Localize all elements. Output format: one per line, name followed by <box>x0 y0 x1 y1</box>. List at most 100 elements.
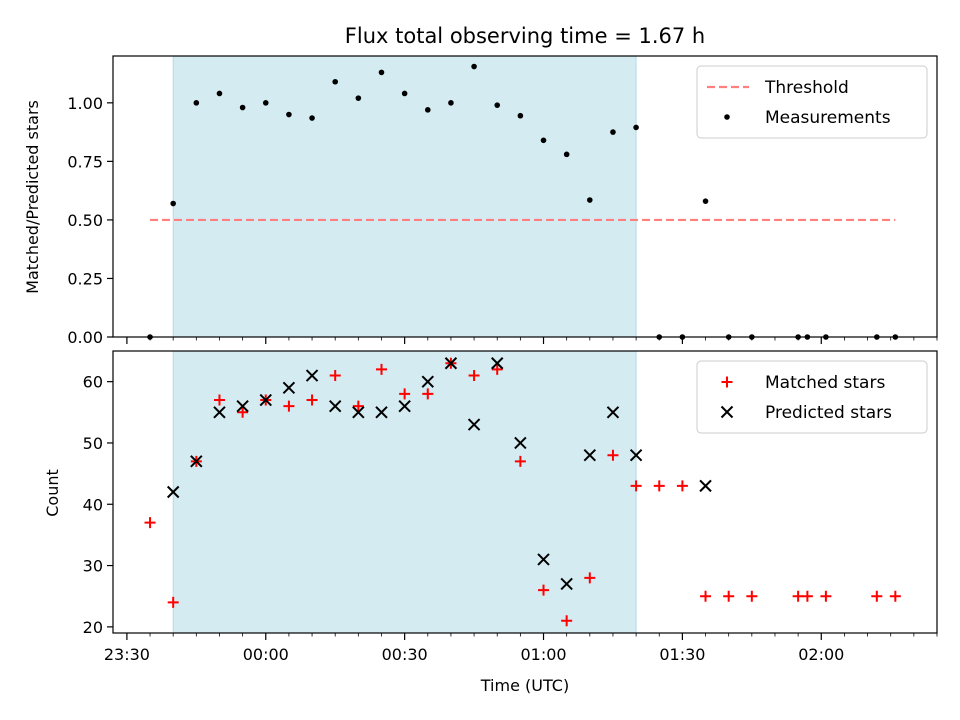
x-tick-label: 23:30 <box>104 645 150 664</box>
top-legend <box>696 65 928 139</box>
matched-star-point <box>352 400 364 412</box>
matched-star-point <box>237 406 249 418</box>
measurement-point <box>401 90 408 97</box>
predicted-star-point <box>606 406 620 419</box>
measurement-point <box>448 100 454 106</box>
matched-star-point <box>630 480 642 492</box>
x-tick-label: 01:30 <box>659 645 705 664</box>
matched-star-point <box>889 590 901 602</box>
bottom-legend <box>696 360 928 434</box>
matched-star-point <box>144 517 156 529</box>
predicted-star-point <box>259 393 272 407</box>
matched-star-point <box>820 590 832 602</box>
predicted-star-point <box>444 357 458 370</box>
matched-star-point <box>422 388 434 400</box>
matched-star-point <box>561 615 573 627</box>
measurement-point <box>471 63 477 70</box>
measurement-point <box>239 104 246 111</box>
predicted-star-point <box>236 399 249 413</box>
top-y-tick-label: 0.00 <box>67 328 103 347</box>
predicted-star-point <box>699 479 712 493</box>
predicted-star-point <box>190 455 203 468</box>
matched-star-point <box>607 449 619 461</box>
measurement-point <box>355 95 362 101</box>
legend-label: Threshold <box>764 78 849 98</box>
matched-star-point <box>283 400 295 412</box>
matched-star-point <box>871 590 883 602</box>
x-tick-label: 00:30 <box>382 645 428 664</box>
predicted-star-point <box>537 553 550 566</box>
matched-star-point <box>801 590 813 602</box>
predicted-star-point <box>629 449 643 462</box>
measurement-point <box>170 200 176 207</box>
predicted-star-point <box>421 375 434 388</box>
predicted-star-point <box>583 449 597 462</box>
top-y-axis-label: Matched/Predicted stars <box>23 100 42 294</box>
top-y-tick-label: 0.25 <box>67 269 103 288</box>
measurement-point <box>378 69 385 76</box>
legend-predicted-swatch <box>720 405 734 419</box>
matched-star-point <box>491 363 503 375</box>
measurement-point <box>216 90 223 97</box>
bottom-y-tick-label: 30 <box>83 557 103 576</box>
top-axes-frame <box>112 55 938 338</box>
top-observing-window <box>172 55 637 338</box>
matched-star-point <box>213 394 225 406</box>
predicted-star-point <box>467 418 481 431</box>
x-tick-label: 01:00 <box>520 645 566 664</box>
top-y-tick-label: 0.75 <box>67 152 103 171</box>
predicted-star-point <box>560 577 573 591</box>
bottom-y-tick-label: 60 <box>83 373 103 392</box>
measurement-point <box>563 151 570 158</box>
legend-label: Matched stars <box>765 373 885 393</box>
legend-label: Measurements <box>765 108 891 128</box>
matched-star-point <box>468 370 480 382</box>
x-tick-label: 02:00 <box>798 645 844 664</box>
predicted-star-point <box>328 399 342 413</box>
matched-star-point <box>167 596 179 608</box>
measurement-point <box>540 137 547 144</box>
measurement-point <box>309 115 315 121</box>
bottom-panel: 20 30 40 50 60 23:30 00:00 00:30 01:00 01:30 02:00… <box>83 350 938 664</box>
matched-star-point <box>723 590 735 602</box>
predicted-star-point <box>352 406 365 419</box>
predicted-star-point <box>514 436 527 450</box>
bottom-y-tick-label: 20 <box>83 618 103 637</box>
matched-star-point <box>584 572 596 584</box>
x-axis-label: Time (UTC) <box>480 676 569 695</box>
matched-star-point <box>375 363 387 375</box>
matched-star-point <box>329 370 341 382</box>
measurement-point <box>587 197 593 203</box>
measurement-point <box>286 111 292 118</box>
measurement-point <box>193 100 200 106</box>
measurement-point <box>262 100 269 106</box>
matched-star-point <box>792 590 804 602</box>
predicted-star-point <box>282 381 296 394</box>
matched-star-point <box>399 388 411 400</box>
measurement-point <box>633 124 639 131</box>
measurement-point <box>702 198 709 204</box>
legend-label: Predicted stars <box>765 403 892 423</box>
predicted-star-point <box>375 406 388 419</box>
matched-star-point <box>746 590 758 602</box>
predicted-star-point <box>491 357 504 370</box>
measurement-point <box>610 129 616 135</box>
x-tick-label: 00:00 <box>243 645 289 664</box>
measurement-point <box>517 112 524 119</box>
bottom-y-axis-label: Count <box>43 469 62 517</box>
measurement-point <box>424 107 431 113</box>
chart-title: Flux total observing time = 1.67 h <box>345 24 705 48</box>
legend-matched-swatch <box>721 376 733 388</box>
matched-star-point <box>514 455 526 467</box>
predicted-star-point <box>305 369 319 382</box>
matched-star-point <box>653 480 665 492</box>
top-panel: 0.00 0.25 0.50 0.75 1.00 Threshold Measurement… <box>67 55 938 347</box>
matched-star-point <box>306 394 318 406</box>
top-y-tick-label: 1.00 <box>67 94 103 113</box>
matched-star-point <box>700 590 712 602</box>
bottom-y-tick-label: 50 <box>83 434 103 453</box>
predicted-star-point <box>398 399 411 413</box>
bottom-y-tick-label: 40 <box>83 495 103 514</box>
measurement-point <box>494 102 501 108</box>
